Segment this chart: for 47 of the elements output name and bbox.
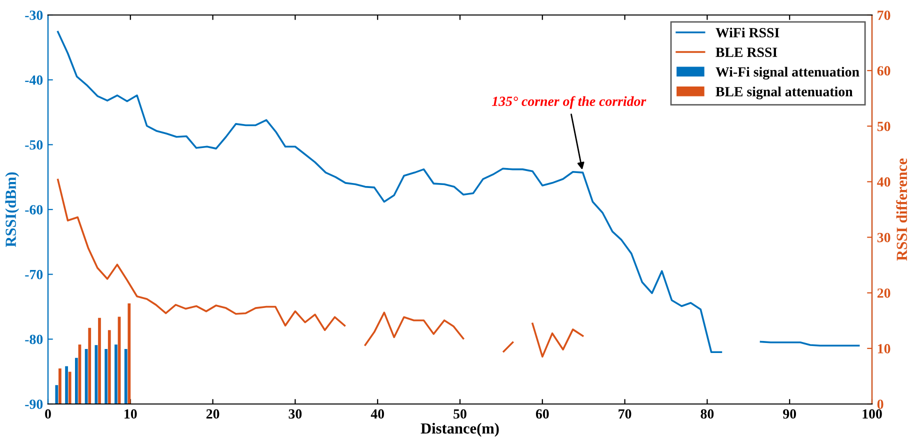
y-tick-label: -50 (25, 140, 43, 150)
y-tick-label: -90 (25, 400, 43, 409)
bar (108, 330, 111, 404)
y2-axis-title: RSSI difference (896, 158, 908, 261)
y-tick-label: -70 (25, 270, 43, 280)
annotation: 135° corner of the corridor (492, 96, 646, 109)
x-axis-title: Distance(m) (420, 422, 499, 437)
bar (124, 348, 128, 404)
legend-label: Wi-Fi signal attenuation (716, 66, 860, 80)
bar (55, 385, 58, 404)
x-tick-label: 0 (45, 409, 51, 419)
bar (84, 348, 88, 404)
bar (98, 318, 101, 404)
x-tick-label: 60 (536, 409, 549, 419)
y2-tick-label: 50 (877, 122, 890, 132)
x-tick-label: 70 (618, 409, 632, 419)
x-tick-label: 40 (370, 409, 384, 419)
x-tick-label: 30 (288, 409, 302, 419)
y2-tick-label: 0 (877, 400, 884, 409)
x-tick-label: 100 (862, 409, 882, 419)
bar (104, 348, 108, 404)
bar (128, 303, 131, 404)
y-axis-title: RSSI(dBm) (5, 172, 20, 248)
y-tick-label: -60 (25, 205, 43, 214)
y2-tick-label: 20 (877, 288, 890, 298)
y2-tick-label: 30 (877, 232, 890, 242)
y-tick-label: -40 (25, 75, 43, 85)
bar (114, 344, 118, 404)
legend-label: BLE signal attenuation (716, 86, 853, 100)
y-tick-label: -80 (25, 334, 43, 344)
x-tick-label: 50 (454, 409, 466, 419)
y-tick-label: -30 (25, 10, 43, 20)
x-tick-label: 10 (124, 409, 137, 419)
y2-tick-label: 70 (878, 10, 890, 20)
bar (65, 366, 68, 404)
bar (88, 328, 92, 404)
y2-tick-label: 10 (878, 344, 890, 354)
bar (74, 358, 78, 404)
bar (68, 372, 72, 404)
x-tick-label: 90 (783, 409, 796, 419)
bar (58, 368, 62, 404)
x-tick-label: 80 (700, 409, 714, 419)
legend-label: WiFi RSSI (716, 28, 780, 38)
y2-tick-label: 60 (877, 66, 890, 76)
x-tick-label: 20 (206, 409, 220, 419)
y2-tick-label: 40 (877, 177, 890, 187)
legend-label: BLE RSSI (716, 48, 778, 57)
